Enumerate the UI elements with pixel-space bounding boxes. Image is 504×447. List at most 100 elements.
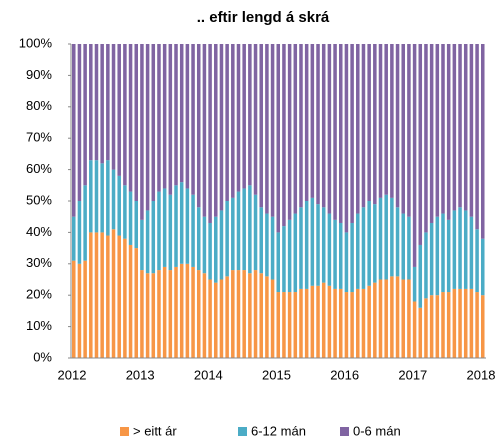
x-tick-label: 2017 (398, 367, 427, 382)
bar-segment (179, 44, 184, 183)
bar-segment (123, 44, 127, 186)
bar-segment (441, 292, 445, 358)
bar-segment (248, 44, 252, 186)
bar-segment (134, 201, 139, 249)
bar-segment (117, 175, 121, 236)
bar-segment (265, 213, 269, 277)
bar-segment (276, 44, 281, 233)
bar-segment (441, 44, 445, 214)
bar-segment (310, 285, 315, 358)
bar-segment (191, 44, 195, 195)
bar-segment (202, 44, 207, 217)
bar-segment (117, 44, 121, 176)
bar-segment (140, 44, 144, 220)
bar-segment (412, 266, 417, 302)
y-tick-label: 30% (26, 255, 52, 270)
bar-segment (145, 44, 150, 211)
bar-segment (299, 44, 303, 208)
bar-segment (452, 288, 457, 358)
bar-segment (481, 238, 485, 296)
x-tick-label: 2014 (194, 367, 223, 382)
bar-segment (157, 44, 161, 192)
bar-segment (270, 216, 275, 280)
y-tick-label: 0% (33, 349, 52, 364)
bar-segment (373, 44, 377, 205)
bar-segment (321, 44, 326, 208)
bar-segment (395, 276, 400, 358)
bar-segment (390, 276, 394, 358)
bar-segment (94, 232, 99, 358)
bar-segment (179, 182, 184, 264)
bar-segment (287, 292, 292, 358)
bar-segment (214, 216, 218, 283)
bar-segment (412, 301, 417, 358)
bar-segment (168, 44, 173, 195)
bar-segment (412, 44, 417, 267)
bar-segment (248, 185, 252, 274)
y-tick-label: 100% (19, 35, 53, 50)
bar-segment (424, 298, 428, 358)
bar-segment (208, 222, 212, 280)
bar-segment (225, 201, 229, 277)
bar-segment (458, 207, 462, 289)
x-tick-label: 2016 (330, 367, 359, 382)
bar-segment (89, 44, 93, 161)
bar-segment (191, 266, 195, 358)
bar-segment (361, 207, 366, 289)
legend-swatch (120, 427, 129, 436)
y-tick-label: 70% (26, 130, 52, 145)
bar-segment (276, 292, 281, 358)
bar-segment (458, 44, 462, 208)
legend-label: 0-6 mán (353, 423, 401, 438)
bar-segment (390, 197, 394, 277)
bar-segment (350, 222, 354, 293)
bar-segment (72, 44, 76, 217)
bar-segment (463, 288, 468, 358)
bar-segment (174, 266, 178, 358)
bar-segment (145, 210, 150, 274)
bar-segment (446, 219, 451, 293)
bar-segment (333, 288, 337, 358)
bar-segment (151, 44, 156, 201)
bar-segment (304, 288, 309, 358)
bar-segment (83, 185, 87, 261)
bar-segment (123, 238, 127, 358)
bar-segment (106, 160, 110, 236)
bar-segment (293, 292, 298, 358)
bar-segment (401, 44, 405, 214)
bar-segment (356, 288, 360, 358)
bar-segment (231, 270, 235, 358)
bar-segment (475, 229, 479, 293)
bar-segment (168, 194, 173, 271)
bar-segment (191, 194, 195, 267)
bar-segment (140, 270, 144, 358)
bar-segment (162, 266, 167, 358)
bar-segment (259, 44, 263, 208)
bar-segment (282, 44, 286, 227)
bar-segment (327, 213, 332, 286)
bar-segment (435, 295, 440, 358)
bar-segment (395, 44, 400, 208)
bar-segment (185, 188, 190, 264)
bar-segment (463, 44, 468, 211)
bar-segment (401, 279, 405, 358)
bar-segment (168, 270, 173, 358)
bar-segment (276, 232, 281, 293)
bar-segment (219, 44, 224, 211)
y-tick-label: 60% (26, 161, 52, 176)
bar-segment (452, 210, 457, 289)
bar-segment (248, 273, 252, 358)
bar-segment (350, 44, 354, 223)
y-tick-label: 40% (26, 224, 52, 239)
bar-segment (259, 273, 263, 358)
bar-segment (236, 44, 241, 192)
bar-segment (361, 44, 366, 208)
bar-segment (265, 44, 269, 214)
bar-segment (208, 279, 212, 358)
bar-segment (327, 285, 332, 358)
bar-segment (270, 44, 275, 217)
bar-segment (384, 279, 388, 358)
bar-segment (242, 44, 246, 189)
